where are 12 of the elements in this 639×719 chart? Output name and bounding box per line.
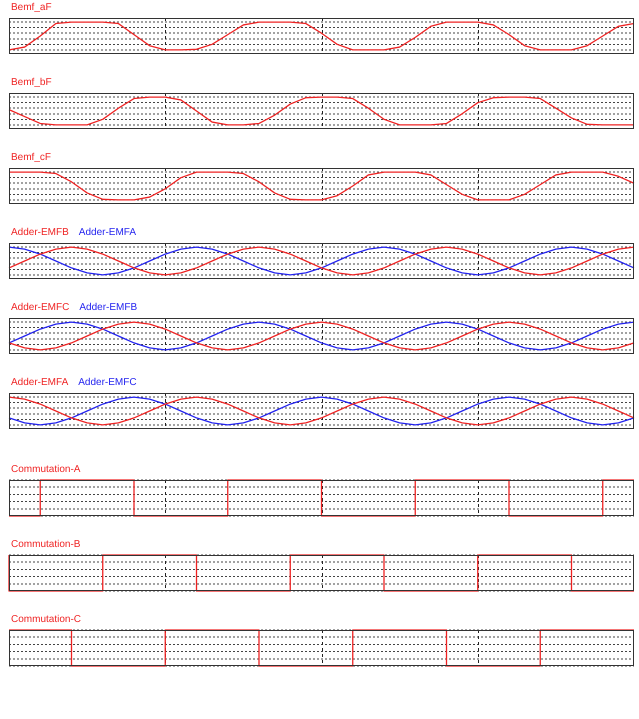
series-label: Commutation-C xyxy=(11,614,82,627)
text: Bemf_bF xyxy=(11,77,52,90)
series-label: Bemf_aF xyxy=(11,2,52,15)
series-label: Commutation-B xyxy=(11,539,80,552)
series-label: Adder-EMFA xyxy=(11,377,68,390)
series-label: Bemf_cF xyxy=(11,152,52,165)
series-label: Adder-EMFB xyxy=(79,302,138,315)
series-label: Adder-EMFB xyxy=(11,227,69,240)
series-label: Adder-EMFC xyxy=(78,377,137,390)
text: Adder-EMFC xyxy=(11,302,70,315)
series-label: Commutation-A xyxy=(11,464,80,477)
text: Adder-EMFA xyxy=(78,227,136,240)
